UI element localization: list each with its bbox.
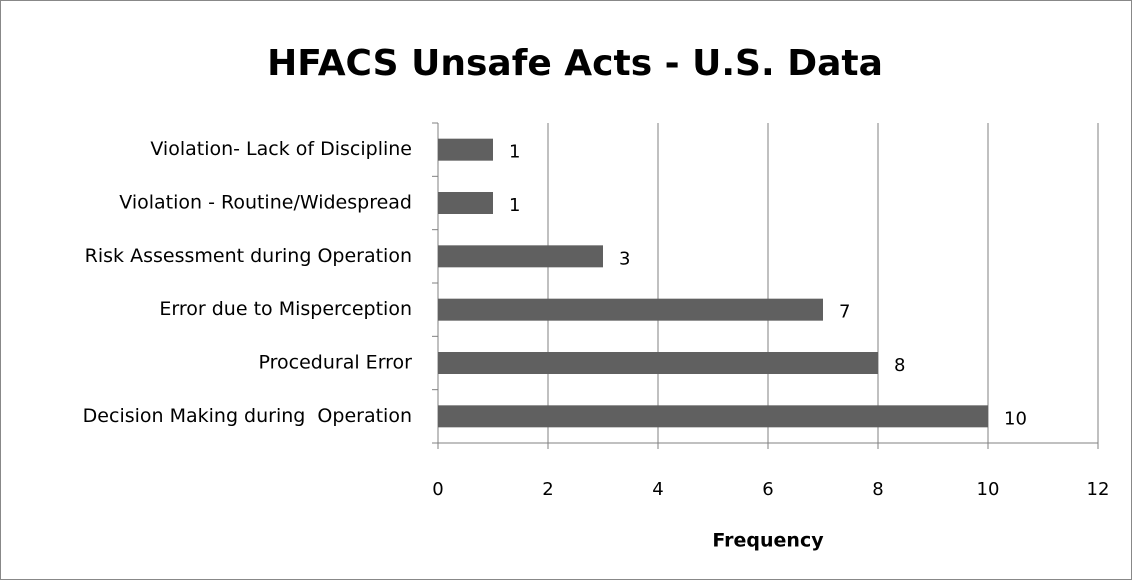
y-tick-label: Procedural Error (259, 352, 413, 374)
data-label: 1 (509, 195, 520, 216)
x-tick-label: 6 (762, 479, 773, 500)
y-tick-label: Error due to Misperception (159, 298, 412, 320)
x-tick-label: 8 (872, 479, 883, 500)
bar (438, 405, 988, 428)
data-label: 10 (1004, 408, 1027, 429)
bar (438, 245, 603, 268)
data-label: 3 (619, 248, 630, 269)
x-tick-label: 4 (652, 479, 663, 500)
bar (438, 138, 493, 161)
x-tick-label: 12 (1087, 479, 1110, 500)
data-label: 7 (839, 302, 850, 323)
y-tick-label: Decision Making during Operation (83, 405, 412, 427)
bar (438, 192, 493, 214)
x-tick-label: 0 (432, 479, 443, 500)
x-tick-label: 2 (542, 479, 553, 500)
y-tick-label: Violation- Lack of Discipline (150, 138, 412, 160)
bar (438, 298, 823, 321)
x-axis-label: Frequency (712, 530, 824, 552)
y-tick-label: Violation - Routine/Widespread (119, 192, 412, 214)
chart-title: HFACS Unsafe Acts - U.S. Data (267, 43, 883, 84)
data-label: 8 (894, 355, 905, 376)
y-tick-label: Risk Assessment during Operation (85, 245, 412, 267)
x-tick-label: 10 (977, 479, 1000, 500)
data-label: 1 (509, 142, 520, 163)
bar (438, 352, 878, 374)
